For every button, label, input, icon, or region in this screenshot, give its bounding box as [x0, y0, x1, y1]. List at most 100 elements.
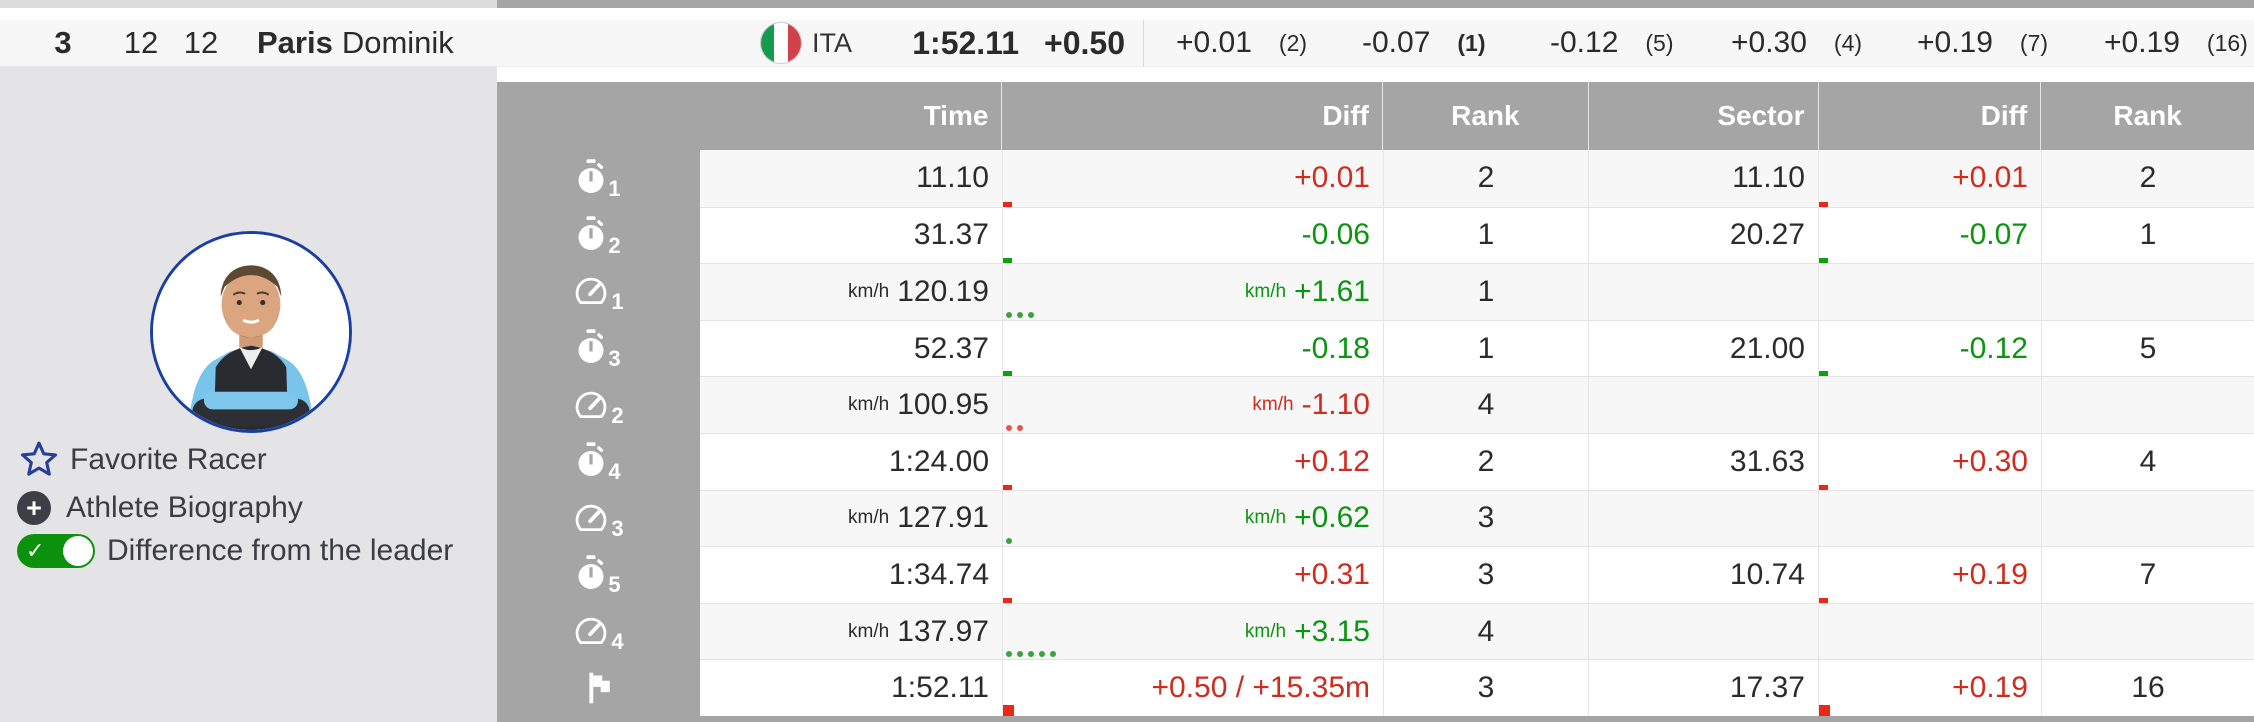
icon-index: 2 [608, 232, 621, 258]
sector-rank-cell: 4 [2041, 432, 2254, 490]
sector-rank-cell: 1 [2041, 206, 2254, 264]
speedometer-icon: 4 [573, 607, 624, 655]
rank-cell: 1 [1383, 319, 1588, 377]
sector-cell: 17.37 [1588, 659, 1818, 716]
check-icon: ✓ [26, 538, 45, 563]
row-icon-cell: 2 [497, 206, 700, 264]
difference-toggle[interactable]: ✓ [17, 534, 95, 568]
sector-rank-cell [2041, 263, 2254, 320]
athlete-biography-label: Athlete Biography [66, 491, 303, 524]
col-header-sector-diff: Diff [1817, 82, 2041, 150]
sector-cell [1588, 602, 1818, 660]
sector-cell: 31.63 [1588, 432, 1818, 490]
header-sector-diff-1: +0.01 (2) [1176, 20, 1307, 66]
country-code: ITA [812, 27, 852, 58]
difference-toggle-row: ✓ Difference from the leader [17, 534, 453, 568]
time-value: 31.37 [913, 218, 989, 252]
bib-number: 3 [54, 25, 72, 60]
table-rows: 1 11.10 +0.01 2 11.10 +0.01 2 2 31.37 -0.06 1 20.27… [497, 150, 2254, 716]
athlete-name: Paris Dominik [257, 20, 454, 66]
rank-cell: 2 [1383, 150, 1588, 207]
time-cell: 1:24.00 [700, 432, 1002, 490]
diff-indicator [1003, 201, 1012, 207]
row-icon-cell: 4 [497, 602, 700, 660]
diff-value: +3.15 [1294, 614, 1370, 648]
time-cell: 11.10 [700, 150, 1002, 207]
sector-diff-value: +0.19 [1917, 26, 1993, 59]
sector-diff-value: +0.19 [1952, 557, 2028, 591]
row-icon-cell: 1 [497, 263, 700, 320]
time-value: 1:24.00 [888, 444, 989, 478]
table-row: 3 52.37 -0.18 1 21.00 -0.12 5 [497, 319, 2254, 377]
sector-diff-rank: (5) [1645, 29, 1674, 56]
diff-value: +0.62 [1294, 501, 1370, 535]
diff-cell: km/h +0.62 [1002, 489, 1383, 547]
sector-diff-cell: +0.01 [1818, 150, 2041, 207]
table-row: 3 km/h 127.91 km/h +0.62 3 [497, 489, 2254, 547]
table-row: 1:52.11 +0.50 / +15.35m 3 17.37 +0.19 16 [497, 659, 2254, 716]
sector-diff-value: +0.19 [1952, 671, 2028, 705]
row-icon-cell: 3 [497, 319, 700, 377]
speedometer-icon: 1 [573, 267, 624, 315]
time-value: 100.95 [897, 388, 989, 422]
kmh-unit: km/h [1244, 620, 1287, 642]
diff-indicator [1003, 371, 1012, 377]
time-value: 137.97 [897, 614, 989, 648]
stopwatch-icon: 3 [576, 324, 621, 372]
icon-index: 1 [611, 289, 624, 315]
rank-cell: 4 [1383, 376, 1588, 433]
diff-value: -1.10 [1301, 388, 1370, 422]
sector-diff-cell: +0.30 [1818, 432, 2041, 490]
kmh-unit: km/h [848, 507, 890, 529]
timing-table: Time Diff Rank Sector Diff Rank 1 11.10 +0… [497, 82, 2254, 722]
diff-cell: km/h +1.61 [1002, 263, 1383, 320]
diff-indicator [1819, 258, 1828, 264]
header-sector-diff-5: +0.19 (7) [1917, 20, 2048, 66]
diff-indicator [1819, 371, 1828, 377]
athlete-panel: Favorite Racer + Athlete Biography ✓ Dif… [0, 66, 497, 722]
speed-trend-dots [1006, 538, 1012, 545]
header-sector-diff-4: +0.30 (4) [1731, 20, 1862, 66]
rank-overall: 12 [123, 25, 159, 60]
sector-diff-cell: +0.19 [1818, 546, 2041, 603]
time-cell: km/h 120.19 [700, 263, 1002, 320]
diff-cell: +0.31 [1002, 546, 1383, 603]
icon-index: 2 [611, 402, 624, 428]
sector-diff-cell: +0.19 [1818, 659, 2041, 716]
sector-diff-rank: (16) [2206, 29, 2248, 56]
kmh-unit: km/h [1244, 507, 1287, 529]
table-row: 1 11.10 +0.01 2 11.10 +0.01 2 [497, 150, 2254, 207]
stopwatch-icon: 1 [576, 154, 621, 202]
header-sector-diff-6: +0.19 (16) [2104, 20, 2248, 66]
finish-flag-icon [585, 671, 613, 705]
country-flag-icon [760, 20, 802, 66]
header-sector-diff-2: -0.07 (1) [1362, 20, 1486, 66]
sector-cell: 11.10 [1588, 150, 1818, 207]
sector-rank-cell: 16 [2041, 659, 2254, 716]
sector-diff-value: -0.07 [1362, 26, 1431, 59]
star-icon [20, 441, 58, 476]
kmh-unit: km/h [848, 280, 890, 302]
sector-diff-value: +0.30 [1731, 26, 1807, 59]
diff-cell: -0.18 [1002, 319, 1383, 377]
athlete-biography-button[interactable]: + Athlete Biography [17, 491, 303, 525]
sector-diff-cell: -0.07 [1818, 206, 2041, 264]
athlete-photo [150, 231, 352, 433]
diff-indicator [1003, 704, 1014, 716]
table-header-row: Time Diff Rank Sector Diff Rank [497, 82, 2254, 150]
sector-diff-value: +0.30 [1952, 444, 2028, 478]
diff-indicator [1819, 484, 1828, 490]
col-header-rank: Rank [1381, 82, 1588, 150]
favorite-racer-button[interactable]: Favorite Racer [17, 438, 267, 482]
icon-index: 1 [608, 176, 621, 202]
kmh-unit: km/h [848, 394, 890, 416]
diff-indicator [1003, 484, 1012, 490]
athlete-first-name: Dominik [341, 25, 454, 60]
sector-rank-cell: 2 [2041, 150, 2254, 207]
sector-cell: 21.00 [1588, 319, 1818, 377]
col-header-diff: Diff [1001, 82, 1382, 150]
time-value: 120.19 [897, 274, 989, 308]
time-value: 1:34.74 [888, 557, 989, 591]
time-cell: 1:34.74 [700, 546, 1002, 603]
